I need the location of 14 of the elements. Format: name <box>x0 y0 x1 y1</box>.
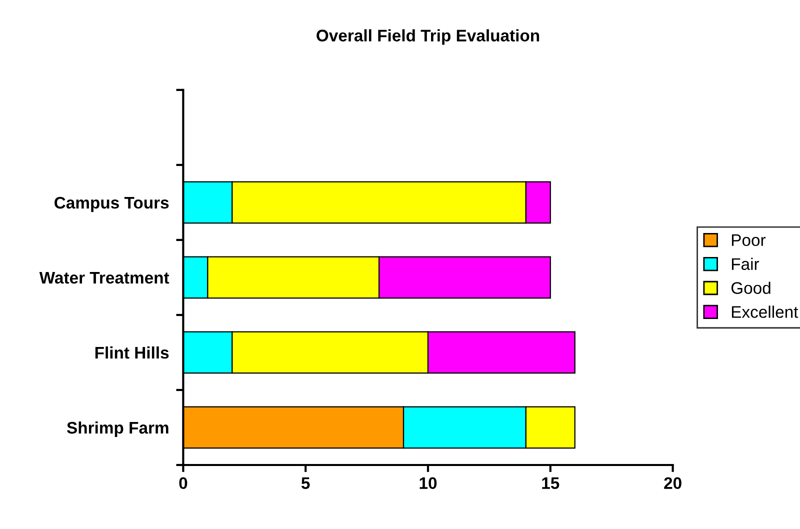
x-tick-label: 5 <box>301 477 310 490</box>
chart-title: Overall Field Trip Evaluation <box>316 29 540 45</box>
x-tick-label: 15 <box>542 477 560 490</box>
legend-label: Good <box>731 282 770 294</box>
y-tick-label: Water Treatment <box>39 272 170 284</box>
legend-label: Excellent <box>732 306 798 318</box>
legend-label: Fair <box>732 258 760 270</box>
y-tick-label: Shrimp Farm <box>66 421 168 437</box>
legend-label: Poor <box>732 234 766 246</box>
y-tick-label: Campus Tours <box>54 196 169 212</box>
x-tick-label: 0 <box>179 477 188 490</box>
x-tick-label: 20 <box>664 477 682 490</box>
x-tick-label: 10 <box>420 477 437 490</box>
y-tick-label: Flint Hills <box>95 346 169 359</box>
